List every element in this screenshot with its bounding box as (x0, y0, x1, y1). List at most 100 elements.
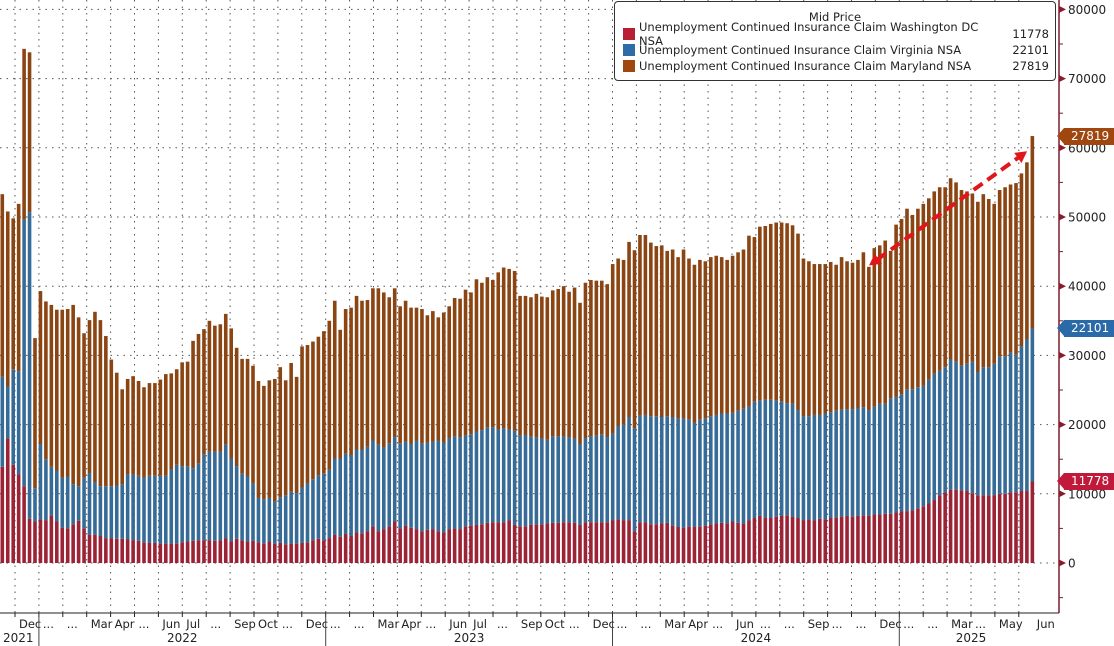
bar-segment-maryland (98, 320, 103, 487)
bar-segment-maryland (529, 297, 533, 437)
bar-segment-virginia (147, 475, 152, 543)
bar-segment-maryland (823, 264, 828, 414)
right-y-axis: 0 10000 20000 30000 40000 50000 60000 70000 8000… (1058, 0, 1106, 613)
bar-segment-virginia (38, 443, 43, 520)
bar-segment-maryland (828, 261, 833, 413)
bar-segment-virginia (382, 447, 386, 530)
bar-segment-dc (463, 526, 468, 563)
bar-segment-maryland (256, 381, 261, 498)
bar-segment-maryland (621, 259, 626, 425)
legend-label: Unemployment Continued Insurance Claim W… (639, 20, 979, 48)
bar-segment-dc (605, 522, 610, 563)
bar-segment-maryland (692, 264, 697, 423)
bar-segment-virginia (360, 449, 364, 534)
bar-segment-maryland (507, 268, 511, 430)
x-month-label: ... (832, 617, 843, 631)
bar-segment-dc (561, 522, 566, 563)
bar-segment-dc (632, 531, 637, 563)
bar-segment-dc (997, 493, 1002, 563)
y-tick-marker (1059, 421, 1066, 429)
bar-segment-dc (839, 516, 844, 563)
bar-segment-maryland (1030, 136, 1035, 329)
bar-segment-maryland (436, 317, 441, 441)
bar-segment-dc (267, 541, 272, 563)
bar-segment-maryland (414, 307, 419, 441)
bar-segment-dc (180, 542, 184, 563)
bar-segment-virginia (812, 414, 817, 521)
bar-segment-virginia (191, 468, 195, 541)
bar-segment-dc (578, 524, 582, 563)
bar-segment-maryland (207, 320, 212, 452)
y-tick-marker (1059, 5, 1066, 13)
bar-segment-maryland (643, 234, 648, 415)
bar-segment-dc (523, 526, 528, 563)
x-month-label: Sep (808, 617, 830, 631)
bar-segment-maryland (627, 241, 631, 417)
bar-segment-dc (316, 538, 321, 563)
bar-segment-dc (692, 527, 697, 563)
bar-segment-virginia (529, 436, 533, 525)
bar-segment-dc (790, 516, 795, 563)
bar-segment-dc (114, 538, 119, 563)
y-tick-marker (1059, 490, 1066, 498)
bar-segment-dc (93, 534, 97, 563)
bar-segment-maryland (87, 320, 92, 474)
bar-segment-maryland (948, 178, 953, 360)
bar-segment-maryland (278, 367, 283, 498)
bar-segment-maryland (234, 347, 239, 467)
arrow-shaft (875, 155, 1021, 262)
bar-segment-virginia (872, 406, 877, 515)
bar-segment-virginia (354, 449, 359, 533)
bar-segment-virginia (22, 219, 26, 487)
bar-segment-maryland (534, 293, 539, 438)
bar-segment-virginia (621, 424, 626, 521)
bar-segment-dc (834, 517, 838, 563)
bar-segment-maryland (114, 372, 119, 486)
bar-segment-dc (567, 522, 571, 563)
bar-segment-dc (414, 529, 419, 563)
bar-segment-maryland (703, 261, 708, 419)
bar-segment-dc (403, 525, 408, 563)
bar-segment-virginia (338, 458, 342, 537)
bar-segment-maryland (491, 279, 495, 428)
bar-segment-dc (621, 520, 626, 563)
bar-segment-dc (392, 521, 397, 563)
bar-segment-virginia (262, 499, 266, 544)
x-month-label: ... (975, 617, 986, 631)
bar-segment-maryland (970, 193, 975, 362)
bar-segment-virginia (861, 407, 866, 516)
bar-segment-virginia (616, 425, 620, 520)
bar-segment-dc (278, 542, 283, 563)
bar-segment-maryland (463, 289, 468, 436)
bar-segment-dc (550, 522, 555, 563)
bar-segment-dc (289, 543, 293, 563)
bar-segment-virginia (0, 376, 5, 467)
bar-segment-dc (665, 522, 669, 563)
bar-segment-virginia (174, 464, 179, 544)
bar-segment-maryland (365, 300, 370, 447)
x-month-label: ... (712, 617, 723, 631)
x-month-label: ... (282, 617, 293, 631)
legend-value: 27819 (1012, 59, 1049, 73)
bar-segment-maryland (169, 373, 174, 470)
x-month-label: ... (856, 617, 867, 631)
bar-segment-virginia (676, 418, 680, 528)
bar-segment-virginia (719, 413, 724, 523)
bar-segment-virginia (834, 410, 838, 518)
bar-segment-maryland (736, 252, 740, 411)
bar-segment-dc (262, 543, 266, 563)
bar-segment-dc (11, 464, 15, 563)
bar-segment-virginia (365, 446, 370, 532)
bar-segment-dc (485, 522, 490, 563)
bar-segment-dc (600, 522, 604, 563)
bar-segment-maryland (180, 362, 184, 467)
bar-segment-maryland (834, 264, 838, 411)
bar-segment-dc (322, 540, 326, 563)
bar-segment-dc (371, 526, 375, 563)
x-month-label: ... (927, 617, 938, 631)
bar-segment-virginia (229, 458, 233, 542)
bar-segment-maryland (779, 222, 784, 402)
bar-segment-maryland (807, 261, 811, 417)
bar-segment-dc (752, 518, 757, 563)
